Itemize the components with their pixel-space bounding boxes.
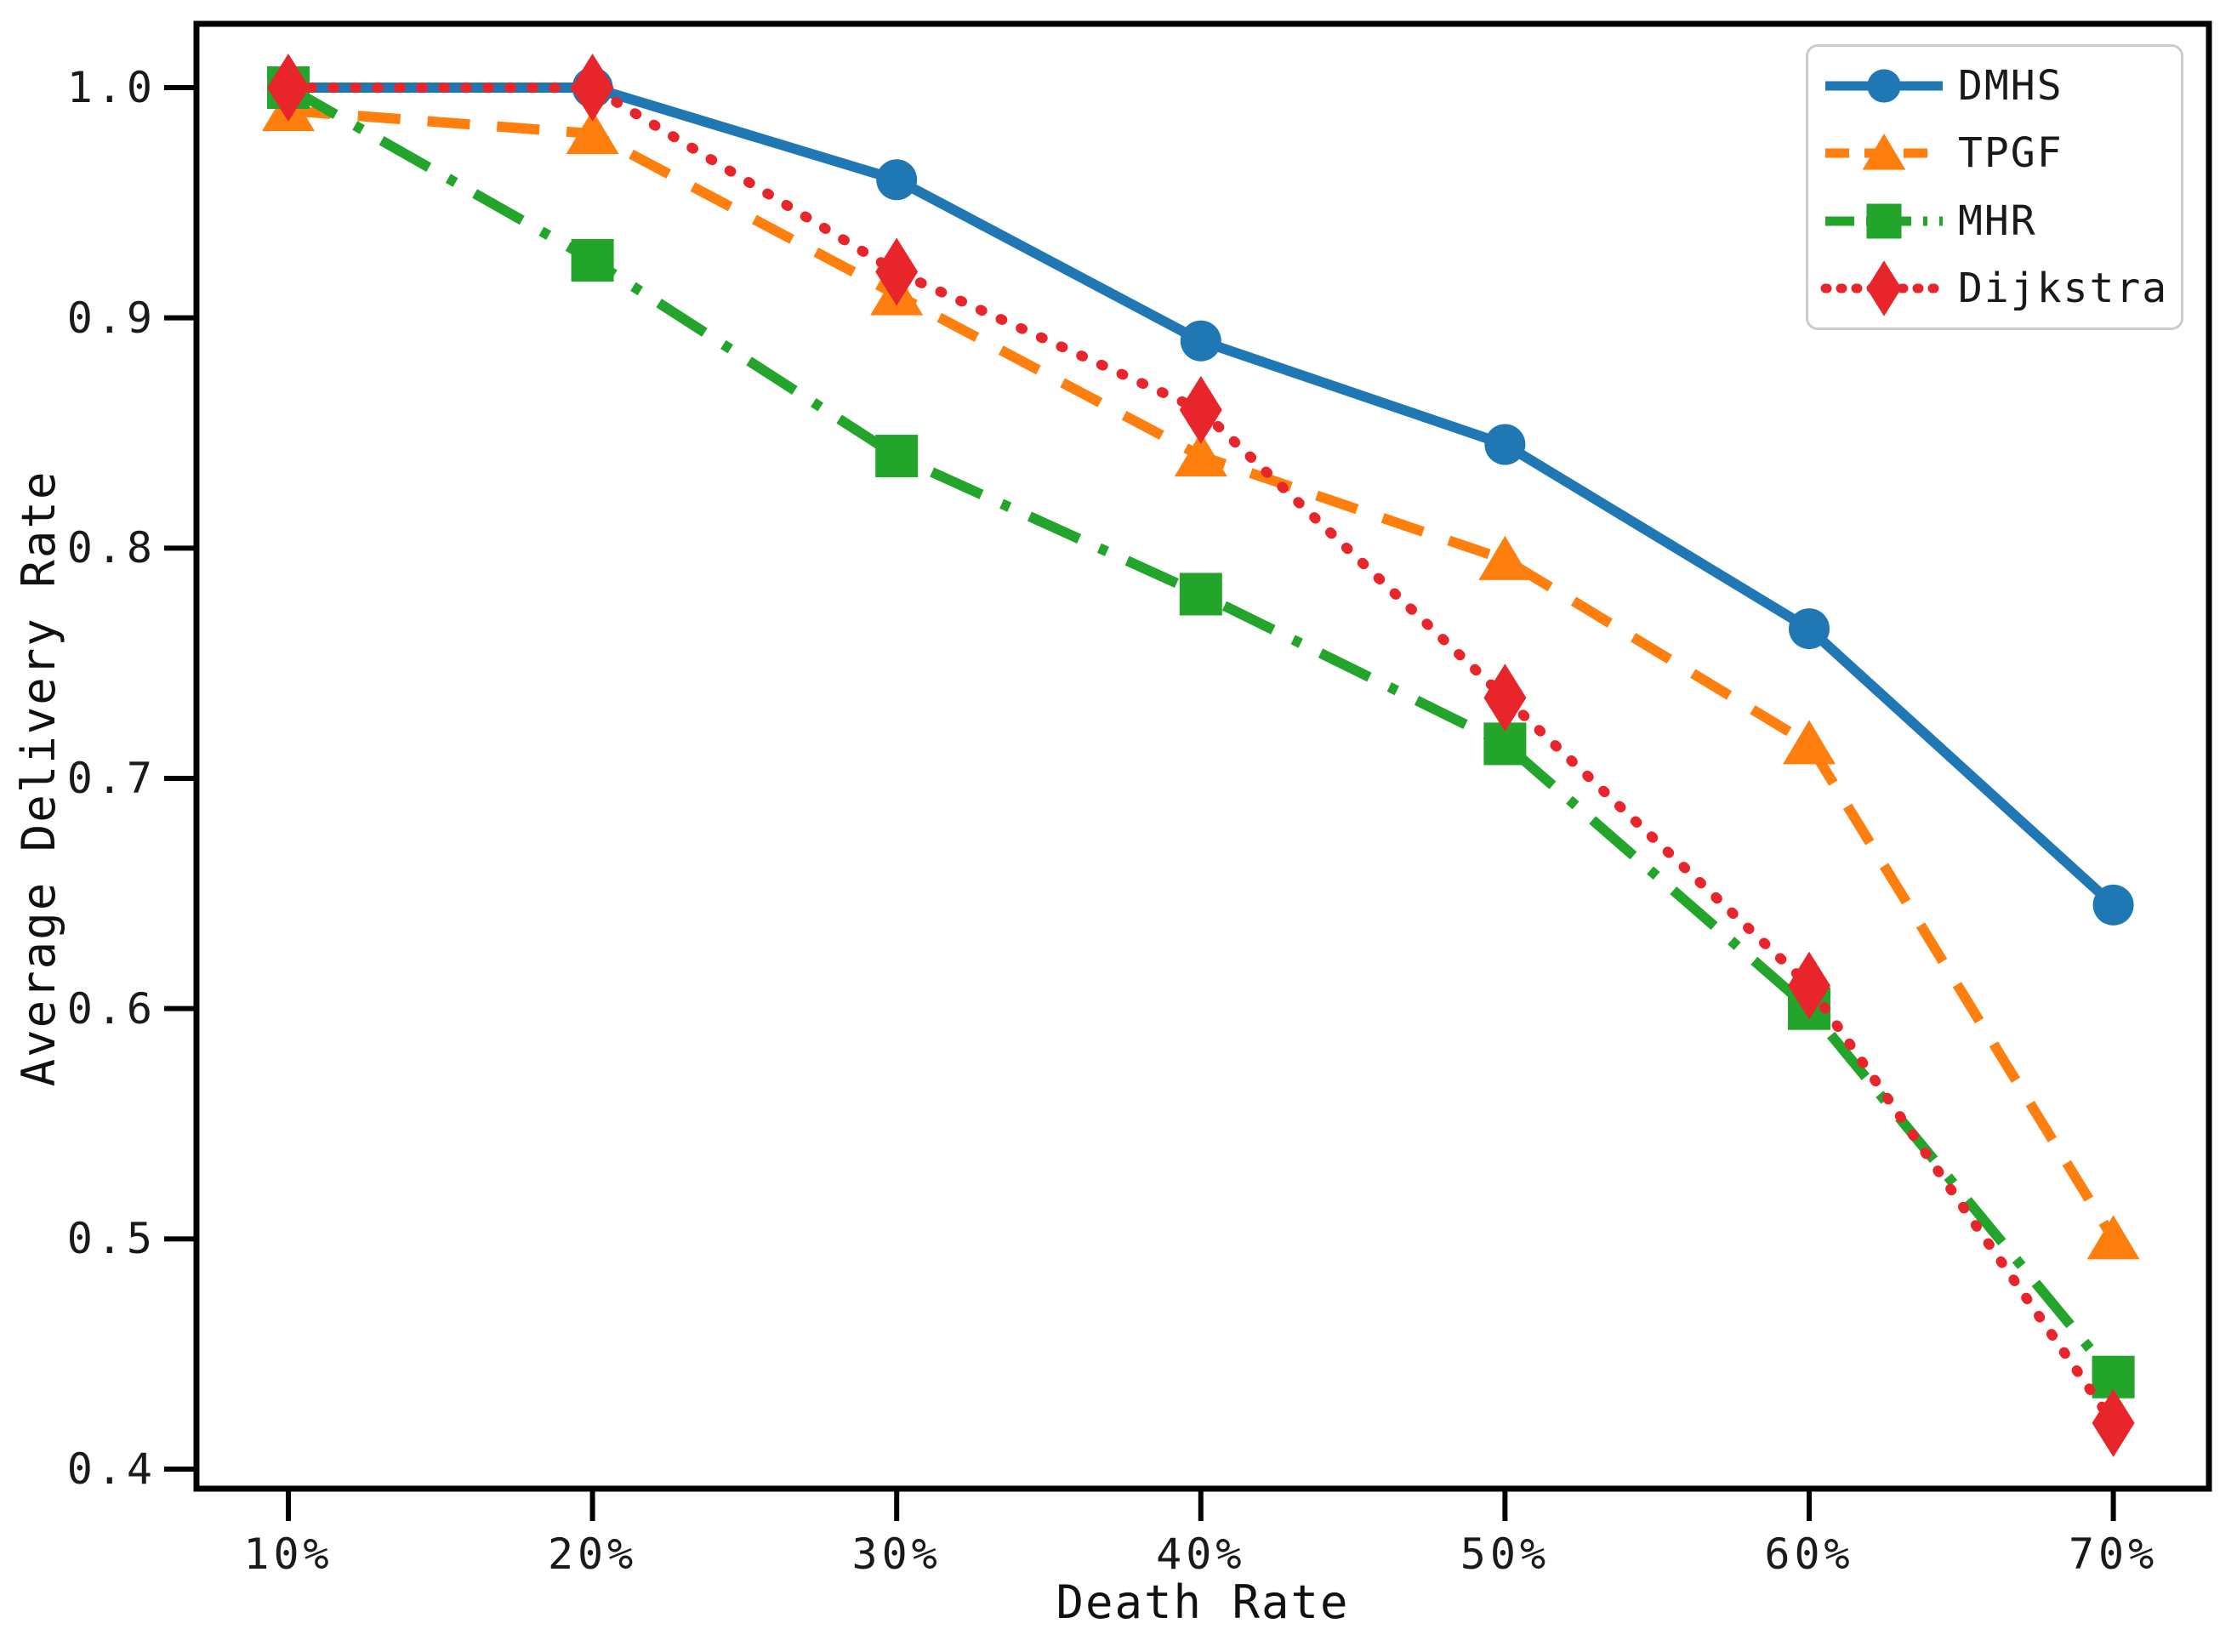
diamond-marker <box>1483 664 1527 732</box>
x-tick-label: 20% <box>547 1530 638 1579</box>
legend: DMHS TPGF MHR Dijkstra <box>1806 44 2183 330</box>
square-marker <box>1179 573 1222 616</box>
diamond-marker <box>875 237 919 306</box>
triangle-marker <box>1783 720 1836 765</box>
triangle-marker <box>566 110 619 155</box>
legend-swatch-circle-icon <box>1825 69 1943 103</box>
diamond-marker <box>267 54 310 122</box>
x-tick-label: 10% <box>243 1530 333 1579</box>
legend-swatch-diamond-icon <box>1820 260 1948 317</box>
x-tick-label: 40% <box>1156 1530 1246 1579</box>
legend-label: Dijkstra <box>1958 265 2169 313</box>
circle-marker <box>1867 69 1901 103</box>
legend-item-TPGF: TPGF <box>1820 121 2172 185</box>
circle-marker <box>1180 320 1221 362</box>
legend-item-MHR: MHR <box>1820 189 2172 253</box>
legend-label: DMHS <box>1958 61 2063 110</box>
triangle-marker <box>1478 535 1532 580</box>
triangle-marker <box>1174 432 1227 477</box>
x-tick-label: 50% <box>1460 1530 1551 1579</box>
y-tick-label: 0.6 <box>66 983 157 1034</box>
x-tick-label: 70% <box>2068 1530 2159 1579</box>
diamond-marker <box>1788 951 1830 1020</box>
diamond-marker <box>1179 375 1222 444</box>
y-tick-label: 0.7 <box>66 754 157 803</box>
circle-marker <box>1789 608 1830 650</box>
y-tick-label: 0.4 <box>66 1444 157 1494</box>
triangle-marker <box>2086 1215 2140 1260</box>
legend-label: MHR <box>1958 197 2037 245</box>
diamond-marker <box>2092 1388 2135 1457</box>
legend-swatch-triangle-icon <box>1825 134 1943 170</box>
square-marker <box>875 435 919 478</box>
circle-marker <box>1484 424 1526 465</box>
circle-marker <box>2092 884 2134 926</box>
series-Dijkstra <box>267 54 2135 1457</box>
circle-marker <box>876 159 918 201</box>
legend-item-DMHS: DMHS <box>1820 54 2172 118</box>
y-tick-label: 0.8 <box>66 523 157 573</box>
y-tick-label: 1.0 <box>66 63 157 112</box>
y-tick-label: 0.5 <box>66 1214 157 1264</box>
square-marker <box>571 239 614 282</box>
triangle-marker <box>1862 134 1906 170</box>
legend-label: TPGF <box>1958 129 2063 178</box>
x-tick-label: 30% <box>851 1530 942 1579</box>
diamond-marker <box>571 54 614 122</box>
y-tick-label: 0.9 <box>66 293 157 343</box>
x-tick-label: 60% <box>1764 1530 1854 1579</box>
diamond-marker <box>1866 260 1902 317</box>
legend-item-Dijkstra: Dijkstra <box>1820 256 2172 321</box>
square-marker <box>1866 203 1902 239</box>
legend-swatch-square-icon <box>1825 203 1943 239</box>
x-axis-title: Death Rate <box>1056 1575 1350 1629</box>
